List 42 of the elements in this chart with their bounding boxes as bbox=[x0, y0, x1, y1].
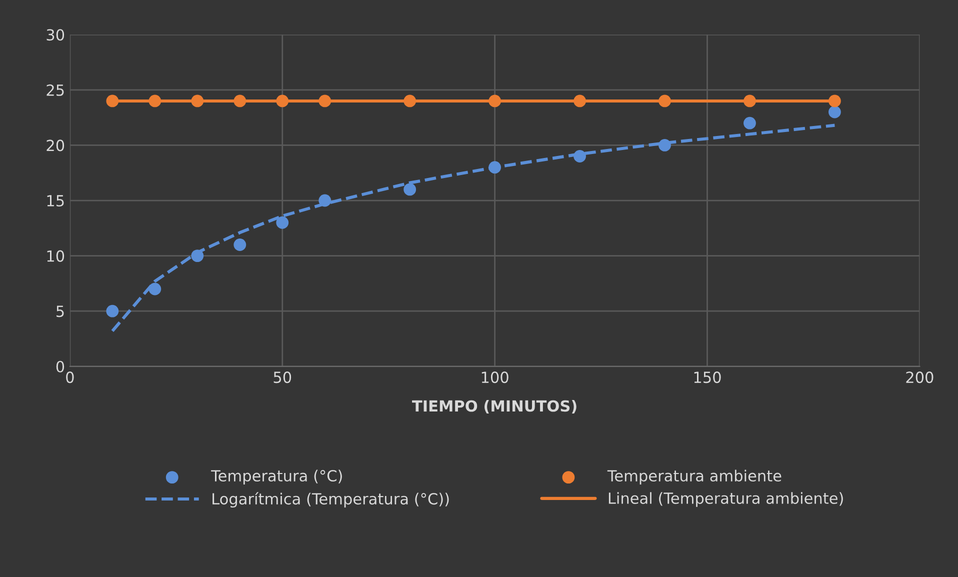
y-tick-label: 30 bbox=[46, 29, 64, 41]
point bbox=[148, 94, 162, 108]
x-tick-label: 150 bbox=[694, 372, 721, 384]
x-tick-label: 100 bbox=[482, 372, 508, 384]
point bbox=[234, 94, 246, 108]
legend-label: Temperatura (°C) bbox=[211, 470, 342, 485]
y-tick-label: 10 bbox=[47, 250, 64, 262]
point bbox=[658, 139, 671, 152]
line-series bbox=[110, 124, 836, 333]
point bbox=[318, 94, 332, 108]
point bbox=[191, 250, 204, 262]
point bbox=[658, 94, 671, 108]
point bbox=[234, 238, 246, 251]
point bbox=[276, 94, 289, 108]
point bbox=[106, 304, 119, 318]
point bbox=[744, 94, 756, 108]
point bbox=[488, 94, 502, 108]
point bbox=[191, 94, 204, 108]
y-tick-label: 5 bbox=[56, 306, 64, 318]
point bbox=[574, 94, 586, 108]
x-axis-title: TIEMPO (MINUTOS) bbox=[412, 400, 576, 414]
y-tick-label: 20 bbox=[46, 140, 64, 152]
point bbox=[744, 116, 756, 130]
point bbox=[404, 183, 416, 196]
legend-label: Logarítmica (Temperatura (°C)) bbox=[212, 492, 449, 508]
point bbox=[276, 216, 289, 229]
point bbox=[148, 282, 162, 296]
point bbox=[574, 150, 586, 162]
x-tick-label: 50 bbox=[274, 372, 292, 384]
legend-label: Lineal (Temperatura ambiente) bbox=[608, 492, 843, 507]
legend-label: Temperatura ambiente bbox=[607, 470, 782, 485]
point bbox=[404, 94, 416, 108]
y-tick-label: 0 bbox=[56, 360, 64, 372]
point bbox=[828, 94, 841, 108]
x-tick-label: 200 bbox=[906, 372, 934, 384]
x-tick-label: 0 bbox=[66, 372, 74, 384]
y-tick-label: 25 bbox=[46, 84, 64, 96]
point bbox=[488, 161, 502, 174]
point bbox=[318, 194, 332, 207]
y-tick-label: 15 bbox=[47, 195, 64, 207]
point bbox=[106, 94, 119, 108]
point bbox=[828, 106, 841, 118]
